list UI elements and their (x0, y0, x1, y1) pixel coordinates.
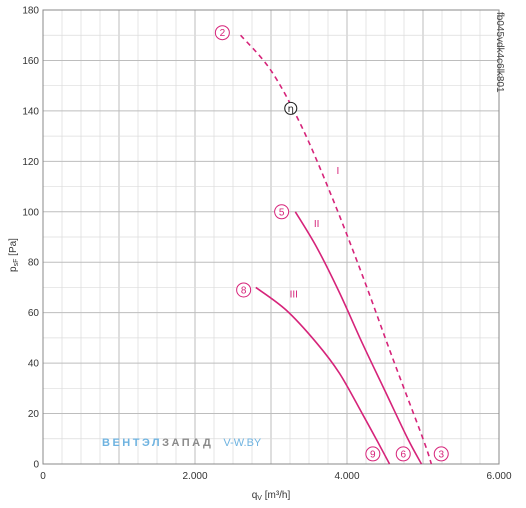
watermark-part-1: ВЕНТЭЛ (102, 437, 162, 449)
series-line-II (294, 211, 423, 465)
efficiency-marker: η (284, 101, 298, 115)
x-tick-label: 4.000 (334, 471, 359, 482)
curve-label-I: I (336, 166, 339, 177)
x-tick-labels: 0 2.000 4.000 6.000 (40, 471, 512, 482)
point-marker-8: 8 (236, 282, 252, 298)
y-axis-label: psF [Pa] (8, 238, 20, 272)
y-tick-label: 120 (22, 157, 39, 168)
figure-code: fb045vdk4c6lk801 (494, 12, 505, 93)
point-marker-6: 6 (395, 446, 411, 462)
series-line-I (239, 34, 433, 465)
y-tick-label: 60 (28, 308, 40, 319)
point-marker-label: 3 (438, 449, 444, 460)
y-tick-label: 0 (33, 460, 39, 471)
watermark-part-3: V-W.BY (223, 437, 262, 449)
point-marker-circle (214, 25, 230, 41)
y-tick-label: 40 (28, 359, 40, 370)
point-marker-3: 3 (433, 446, 449, 462)
eta-label: η (288, 104, 294, 115)
point-marker-circle (395, 446, 411, 462)
point-marker-label: 9 (370, 449, 376, 460)
y-tick-labels: 0 20 40 60 80 100 120 140 160 180 (22, 6, 39, 471)
point-marker-label: 6 (400, 449, 406, 460)
x-axis-label: qV [m³/h] (252, 490, 291, 502)
watermark: ВЕНТЭЛЗАПАД V-W.BY (102, 437, 262, 449)
y-tick-label: 20 (28, 409, 40, 420)
point-marker-label: 5 (279, 207, 285, 218)
curve-label-III: III (290, 290, 298, 301)
series-line-III (255, 286, 391, 465)
y-tick-label: 160 (22, 56, 39, 67)
point-marker-circle (365, 446, 381, 462)
y-tick-label: 80 (28, 258, 40, 269)
axes (42, 9, 500, 465)
x-tick-label: 2.000 (182, 471, 207, 482)
series-lines (239, 34, 433, 465)
plot-frame (42, 9, 500, 465)
curve-label-II: II (314, 219, 320, 230)
y-tick-label: 180 (22, 6, 39, 17)
point-marker-label: 2 (220, 28, 226, 39)
eta-circle (284, 101, 298, 115)
watermark-part-2: ЗАПАД (162, 437, 213, 449)
x-tick-label: 0 (40, 471, 46, 482)
point-marker-circle (236, 282, 252, 298)
point-marker-2: 2 (214, 25, 230, 41)
point-marker-5: 5 (274, 204, 290, 220)
y-tick-label: 100 (22, 207, 39, 218)
y-tick-label: 140 (22, 106, 39, 117)
point-marker-circle (274, 204, 290, 220)
point-markers: 2 5 8 9 6 3 (214, 25, 449, 462)
x-tick-label: 6.000 (486, 471, 511, 482)
grid-lines (43, 10, 499, 464)
point-marker-circle (433, 446, 449, 462)
point-marker-9: 9 (365, 446, 381, 462)
point-marker-label: 8 (241, 285, 247, 296)
